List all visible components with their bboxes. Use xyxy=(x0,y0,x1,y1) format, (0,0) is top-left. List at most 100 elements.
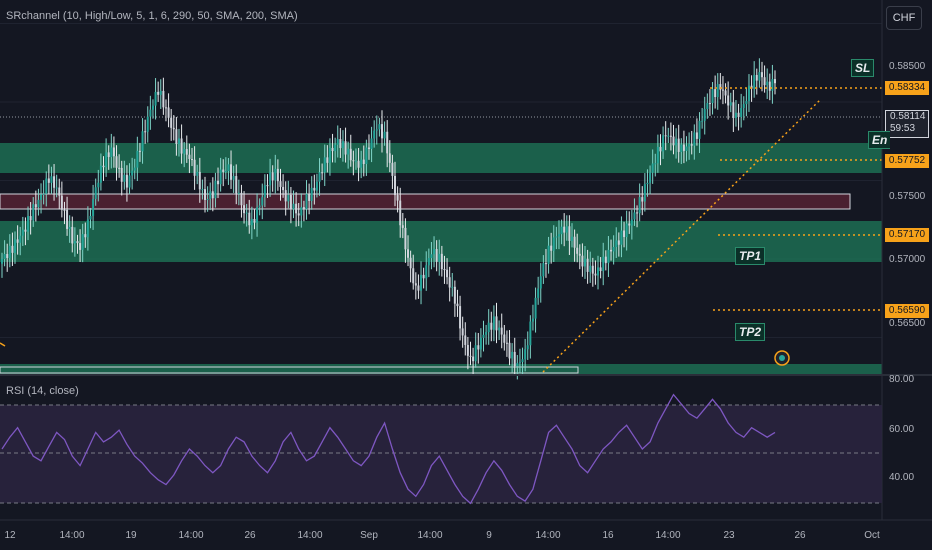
candle-body xyxy=(250,218,253,226)
candle-body xyxy=(695,132,698,139)
candle-body xyxy=(37,199,40,208)
candle-body xyxy=(214,180,217,199)
candle-body xyxy=(308,193,311,201)
rsi-label[interactable]: RSI (14, close) xyxy=(6,385,79,397)
candle-body xyxy=(508,342,511,359)
candle-body xyxy=(383,131,386,139)
candle-body xyxy=(58,187,61,196)
candle-body xyxy=(610,249,613,252)
candle-body xyxy=(401,225,404,228)
candle-body xyxy=(568,226,571,241)
candle-body xyxy=(646,182,649,185)
candle-body xyxy=(305,193,308,210)
candle-body xyxy=(40,194,43,200)
candle-body xyxy=(378,124,381,130)
candle-body xyxy=(414,283,417,286)
tp2-label[interactable]: TP2 xyxy=(735,323,766,341)
candle-body xyxy=(589,265,592,272)
candle-body xyxy=(188,154,191,159)
candle-body xyxy=(157,91,160,95)
candle-body xyxy=(14,239,17,253)
candle-body xyxy=(235,176,238,194)
candle-body xyxy=(149,109,152,117)
tp1-label[interactable]: TP1 xyxy=(735,247,766,265)
candle-body xyxy=(334,144,337,152)
candle-body xyxy=(492,316,495,330)
candle-body xyxy=(349,148,352,161)
candle-body xyxy=(367,147,370,149)
candle-body xyxy=(167,107,170,118)
candle-body xyxy=(222,169,225,172)
candle-body xyxy=(313,187,316,191)
indicator-label[interactable]: SRchannel (10, High/Low, 5, 1, 6, 290, 5… xyxy=(6,10,298,22)
candle-body xyxy=(375,129,378,131)
candle-body xyxy=(716,84,719,98)
candle-body xyxy=(360,159,363,168)
candle-body xyxy=(524,349,527,360)
candle-body xyxy=(380,124,383,139)
candle-body xyxy=(326,157,329,163)
rsi-tick: 40.00 xyxy=(889,472,915,483)
candle-body xyxy=(698,120,701,139)
candle-body xyxy=(328,147,331,163)
candle-body xyxy=(656,146,659,164)
candle-body xyxy=(714,89,717,98)
candle-body xyxy=(125,174,128,188)
candle-body xyxy=(63,209,66,211)
candle-body xyxy=(323,157,326,173)
candle-body xyxy=(719,84,722,90)
candle-body xyxy=(89,215,92,220)
candle-body xyxy=(625,223,628,238)
candle-body xyxy=(131,170,134,176)
candle-body xyxy=(456,303,459,307)
candle-body xyxy=(339,139,342,149)
candle-body xyxy=(295,203,298,214)
candle-body xyxy=(474,345,477,362)
candle-body xyxy=(115,156,118,168)
candle-body xyxy=(144,131,147,133)
candle-body xyxy=(99,165,102,183)
candle-body xyxy=(94,187,97,200)
candle-body xyxy=(612,246,615,252)
candle-body xyxy=(675,138,678,146)
candle-body xyxy=(365,147,368,164)
entry-label[interactable]: En xyxy=(868,131,891,149)
candle-body xyxy=(636,212,639,214)
price-tick: 0.58500 xyxy=(889,61,926,72)
candle-body xyxy=(706,103,709,110)
candle-body xyxy=(227,164,230,172)
candle-body xyxy=(92,199,95,216)
candle-body xyxy=(180,138,183,154)
candle-body xyxy=(750,85,753,89)
left-mark xyxy=(0,342,6,347)
candle-body xyxy=(248,212,251,226)
candle-body xyxy=(464,335,467,345)
candle-body xyxy=(649,172,652,183)
candle-body xyxy=(688,144,691,147)
candle-body xyxy=(417,285,420,291)
candle-body xyxy=(245,212,248,214)
candle-body xyxy=(394,175,397,196)
candle-body xyxy=(240,192,243,206)
candle-body xyxy=(71,226,74,244)
candle-body xyxy=(654,163,657,165)
time-tick: 9 xyxy=(486,530,492,541)
candle-body xyxy=(745,101,748,105)
candle-body xyxy=(742,104,745,108)
candle-body xyxy=(534,297,537,319)
sl-label[interactable]: SL xyxy=(851,59,875,77)
candle-body xyxy=(451,286,454,288)
rsi-tick: 60.00 xyxy=(889,424,915,435)
candle-body xyxy=(586,258,589,272)
currency-button[interactable]: CHF xyxy=(886,6,922,30)
candle-body xyxy=(477,345,480,350)
candle-body xyxy=(315,181,318,191)
candle-body xyxy=(105,152,108,168)
candle-body xyxy=(495,316,498,331)
candle-body xyxy=(27,216,30,232)
candle-body xyxy=(318,172,321,182)
candle-body xyxy=(373,130,376,139)
candle-body xyxy=(300,207,303,216)
time-tick: 23 xyxy=(723,530,735,541)
